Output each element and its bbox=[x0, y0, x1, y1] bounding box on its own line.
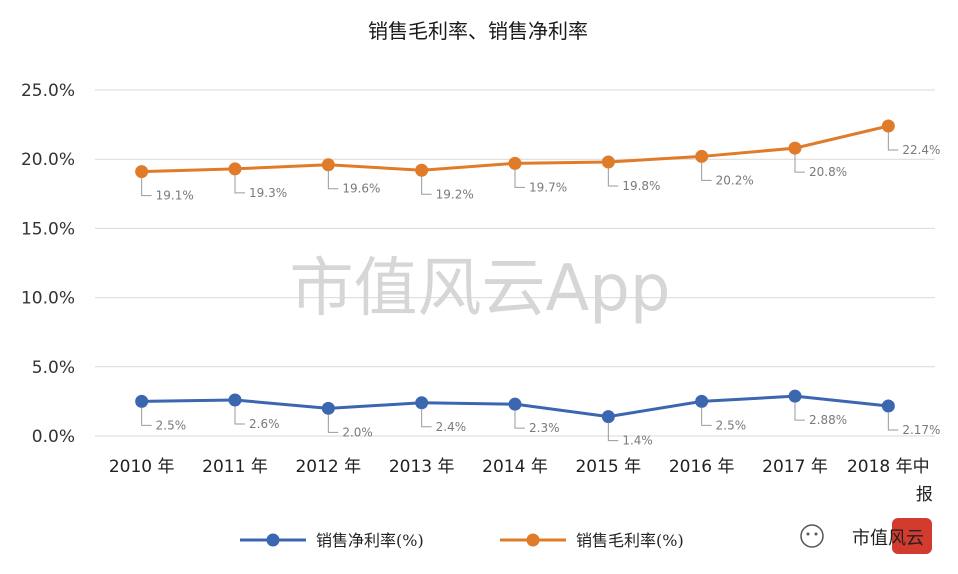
legend-marker bbox=[526, 533, 540, 547]
data-label: 20.2% bbox=[716, 173, 754, 187]
x-tick-label: 2013 年 bbox=[389, 457, 455, 477]
x-axis: 2010 年 2011 年 2012 年 2013 年 2014 年 2015 年 2016… bbox=[109, 457, 933, 505]
data-point bbox=[415, 163, 429, 177]
data-point bbox=[228, 393, 242, 407]
x-tick-label: 2014 年 bbox=[482, 457, 548, 477]
label-leader bbox=[701, 407, 712, 426]
y-tick-label: 5.0% bbox=[32, 358, 75, 378]
y-tick-label: 20.0% bbox=[21, 150, 75, 170]
label-leader bbox=[141, 177, 152, 197]
data-point bbox=[508, 156, 522, 170]
data-point bbox=[508, 397, 522, 411]
data-label: 19.1% bbox=[156, 189, 194, 203]
watermark: 市值风云App bbox=[289, 252, 670, 326]
label-leader bbox=[141, 407, 152, 426]
label-leader bbox=[234, 174, 245, 194]
label-leader bbox=[514, 410, 525, 429]
data-label: 2.4% bbox=[436, 420, 467, 434]
legend: 销售净利率(%) 销售毛利率(%) bbox=[240, 531, 684, 550]
data-point bbox=[135, 394, 149, 408]
label-leader bbox=[421, 408, 432, 428]
logo-badge bbox=[892, 518, 932, 554]
data-point bbox=[321, 401, 335, 415]
label-leader bbox=[234, 406, 245, 425]
x-tick-label: 2017 年 bbox=[762, 457, 828, 477]
data-label: 22.4% bbox=[902, 143, 940, 157]
data-label: 19.6% bbox=[342, 182, 380, 196]
grid bbox=[95, 89, 935, 437]
data-label: 2.5% bbox=[156, 418, 187, 432]
x-tick-label: 2018 年中报 bbox=[847, 457, 933, 505]
series-0: 2.5% 2.6% 2.0% 2.4% 2.3% 1.4% 2.5% 2.88% 2.17% bbox=[135, 389, 940, 448]
label-leader bbox=[701, 162, 712, 181]
label-leader bbox=[607, 167, 619, 187]
data-label: 1.4% bbox=[622, 434, 653, 448]
data-label: 2.17% bbox=[902, 423, 940, 437]
label-leader bbox=[887, 131, 899, 151]
data-label: 2.5% bbox=[716, 418, 747, 432]
label-leader bbox=[514, 169, 525, 188]
y-tick-label: 0.0% bbox=[32, 427, 75, 447]
data-point bbox=[601, 410, 615, 424]
y-tick-label: 15.0% bbox=[21, 219, 75, 239]
data-point bbox=[788, 389, 802, 403]
y-axis: 25.0% 20.0% 15.0% 10.0% 5.0% 0.0% bbox=[21, 81, 75, 447]
x-tick-label: 2012 年 bbox=[295, 457, 361, 477]
data-label: 19.2% bbox=[436, 187, 474, 201]
wechat-icon bbox=[800, 524, 824, 548]
data-point bbox=[695, 149, 709, 163]
y-tick-label: 10.0% bbox=[21, 289, 75, 309]
data-point bbox=[601, 155, 615, 169]
data-point bbox=[788, 141, 802, 155]
data-point bbox=[881, 119, 895, 133]
data-label: 2.0% bbox=[342, 425, 373, 439]
x-tick-label: 2015 年 bbox=[575, 457, 641, 477]
data-label: 2.3% bbox=[529, 421, 560, 435]
data-point bbox=[228, 162, 242, 176]
label-leader bbox=[327, 414, 339, 433]
series-1: 19.1% 19.3% 19.6% 19.2% 19.7% 19.8% 20.2% 20.8%… bbox=[135, 119, 940, 203]
corner-logo: 市值风云 bbox=[800, 518, 932, 554]
x-tick-label: 2016 年 bbox=[669, 457, 735, 477]
data-label: 19.8% bbox=[622, 179, 660, 193]
data-label: 20.8% bbox=[809, 165, 847, 179]
wechat-icon-eye-right bbox=[814, 532, 818, 536]
legend-label: 销售毛利率(%) bbox=[576, 531, 684, 550]
label-leader bbox=[794, 154, 805, 173]
legend-label: 销售净利率(%) bbox=[316, 531, 424, 550]
chart-title: 销售毛利率、销售净利率 bbox=[368, 19, 588, 43]
x-tick-label: 2010 年 bbox=[109, 457, 175, 477]
data-point bbox=[881, 399, 895, 413]
data-point bbox=[135, 165, 149, 179]
data-point bbox=[415, 396, 429, 410]
data-label: 2.6% bbox=[249, 417, 280, 431]
data-point bbox=[321, 158, 335, 172]
data-label: 19.3% bbox=[249, 186, 287, 200]
series: 2.5% 2.6% 2.0% 2.4% 2.3% 1.4% 2.5% 2.88% 2.17% 19… bbox=[135, 119, 940, 448]
label-leader bbox=[607, 422, 619, 442]
x-tick-label: 2011 年 bbox=[202, 457, 268, 477]
label-leader bbox=[327, 170, 339, 190]
y-tick-label: 25.0% bbox=[21, 81, 75, 101]
data-label: 2.88% bbox=[809, 413, 847, 427]
data-point bbox=[695, 394, 709, 408]
wechat-icon-eye-left bbox=[806, 532, 810, 536]
label-leader bbox=[887, 411, 899, 431]
label-leader bbox=[794, 402, 805, 421]
corner-watermark-text: 市值风云 bbox=[852, 528, 924, 549]
label-leader bbox=[421, 176, 432, 195]
legend-marker bbox=[266, 533, 280, 547]
data-label: 19.7% bbox=[529, 180, 567, 194]
